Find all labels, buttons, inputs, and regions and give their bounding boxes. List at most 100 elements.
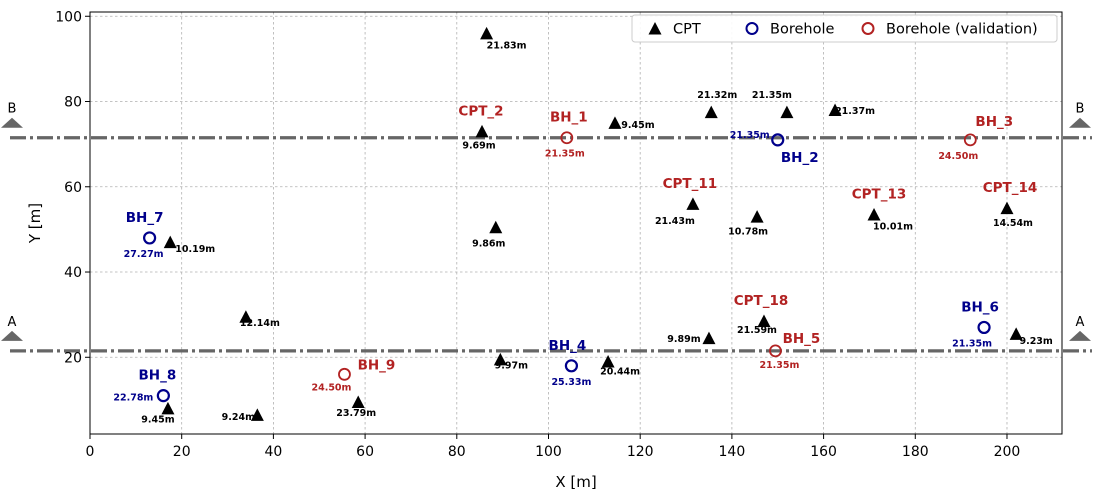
borehole-marker: [977, 320, 991, 335]
section-label: B: [1076, 102, 1085, 117]
cpt-marker: [867, 207, 881, 221]
cpt-depth-label: 21.35m: [752, 90, 792, 101]
cpt-depth-label: 9.23m: [1019, 336, 1052, 347]
validation-name-label: BH_3: [975, 114, 1013, 130]
cpt-name-label: CPT_18: [734, 293, 789, 309]
cpt-marker: [704, 105, 718, 119]
cpt-depth-label: 23.79m: [336, 408, 376, 419]
grid: [89, 12, 1062, 434]
cpt-depth-label: 21.83m: [487, 40, 527, 51]
validation-name-label: BH_5: [783, 331, 821, 347]
plot-frame: [89, 11, 1063, 435]
x-tick-label: 200: [994, 444, 1021, 460]
borehole-depth-label: 21.35m: [952, 338, 992, 349]
section-label: A: [8, 315, 17, 330]
y-tick-label: 40: [64, 265, 82, 281]
cpt-marker: [250, 408, 264, 421]
borehole-name-label: BH_8: [138, 368, 176, 384]
cpt-depth-label: 9.45m: [141, 414, 174, 425]
cpt-depth-label: 10.19m: [175, 244, 215, 255]
cpt-depth-label: 21.43m: [655, 216, 695, 227]
cpt-marker: [489, 220, 503, 234]
validation-name-label: BH_9: [358, 357, 396, 373]
section-arrow-icon: [1069, 330, 1091, 341]
cpt-depth-label: 9.86m: [472, 238, 505, 249]
y-tick-label: 80: [64, 95, 82, 111]
cpt-depth-label: 20.44m: [600, 367, 640, 378]
cpt-marker: [1000, 201, 1014, 215]
section-arrow-icon: [1, 330, 23, 341]
cpt-marker: [757, 314, 771, 328]
borehole-marker: [143, 231, 157, 245]
borehole-marker: [564, 359, 579, 373]
cpt-depth-label: 21.37m: [835, 106, 875, 117]
legend-label: Borehole: [770, 22, 834, 38]
x-tick-label: 60: [356, 444, 374, 460]
cpt-marker: [828, 103, 842, 117]
cpt-marker: [239, 310, 253, 323]
section-lines: A A B B: [1, 102, 1092, 353]
cpt-name-label: CPT_2: [458, 103, 503, 119]
section-arrow-icon: [1069, 117, 1091, 128]
cpt-marker: [480, 26, 494, 40]
borehole-depth-label: 25.33m: [551, 377, 591, 388]
cpt-marker: [702, 331, 716, 345]
cpt-depth-label: 9.89m: [667, 334, 700, 345]
x-tick-label: 20: [173, 444, 191, 460]
x-tick-label: 140: [719, 444, 746, 460]
cpt-marker: [493, 352, 507, 366]
legend-box: [631, 14, 1058, 43]
x-tick-label: 80: [448, 444, 466, 460]
data-marks: 21.83m 9.69m CPT_2 9.45m 21.32m 21.35m 21.37m 2…: [113, 26, 1053, 425]
cpt-depth-label: 14.54m: [993, 218, 1033, 229]
axis-ticks: 0 20 40 60 80 100 120 140 160 180 200 20 40 60 80 100: [55, 9, 1020, 460]
cpt-marker: [351, 395, 365, 409]
legend-triangle-icon: [648, 22, 662, 35]
cpt-marker: [475, 124, 489, 138]
cpt-name-label: CPT_11: [663, 176, 718, 192]
cpt-marker: [161, 401, 175, 415]
cpt-depth-label: 9.69m: [462, 140, 495, 151]
cpt-depth-label: 9.24m: [222, 412, 255, 423]
cpt-marker: [1009, 327, 1023, 340]
borehole-name-label: BH_4: [549, 338, 587, 354]
borehole-depth-label: 27.27m: [124, 249, 164, 260]
validation-depth-label: 24.50m: [311, 382, 351, 393]
cpt-marker: [780, 105, 794, 119]
cpt-name-label: CPT_13: [852, 186, 907, 202]
cpt-depth-label: 21.59m: [737, 325, 777, 336]
borehole-marker: [771, 133, 785, 147]
borehole-marker: [156, 389, 170, 403]
legend-circle-icon: [745, 22, 759, 35]
validation-borehole-marker: [769, 344, 782, 358]
cpt-name-label: CPT_14: [983, 180, 1038, 196]
legend-label: CPT: [673, 22, 701, 38]
borehole-name-label: BH_2: [781, 150, 819, 166]
borehole-depth-label: 22.78m: [113, 393, 153, 404]
section-label: B: [8, 102, 17, 117]
cpt-depth-label: 9.45m: [621, 120, 654, 131]
x-tick-label: 100: [535, 444, 562, 460]
cpt-marker: [750, 210, 764, 223]
validation-borehole-marker: [963, 133, 977, 147]
cpt-marker: [608, 116, 622, 129]
y-tick-label: 60: [64, 180, 82, 196]
x-tick-label: 40: [264, 444, 282, 460]
validation-depth-label: 21.35m: [759, 360, 799, 371]
y-tick-label: 20: [64, 350, 82, 366]
borehole-name-label: BH_6: [961, 299, 999, 315]
cpt-depth-label: 12.14m: [240, 318, 280, 329]
x-tick-label: 120: [627, 444, 654, 460]
validation-borehole-marker: [560, 131, 574, 145]
cpt-depth-label: 10.01m: [873, 221, 913, 232]
cpt-depth-label: 21.32m: [697, 90, 737, 101]
section-label: A: [1076, 315, 1085, 330]
borehole-depth-label: 21.35m: [730, 130, 770, 141]
cpt-marker: [163, 235, 177, 249]
y-axis-label: Y [m]: [26, 203, 44, 244]
x-tick-label: 0: [86, 444, 95, 460]
y-tick-label: 100: [55, 9, 82, 25]
validation-name-label: BH_1: [550, 110, 588, 126]
